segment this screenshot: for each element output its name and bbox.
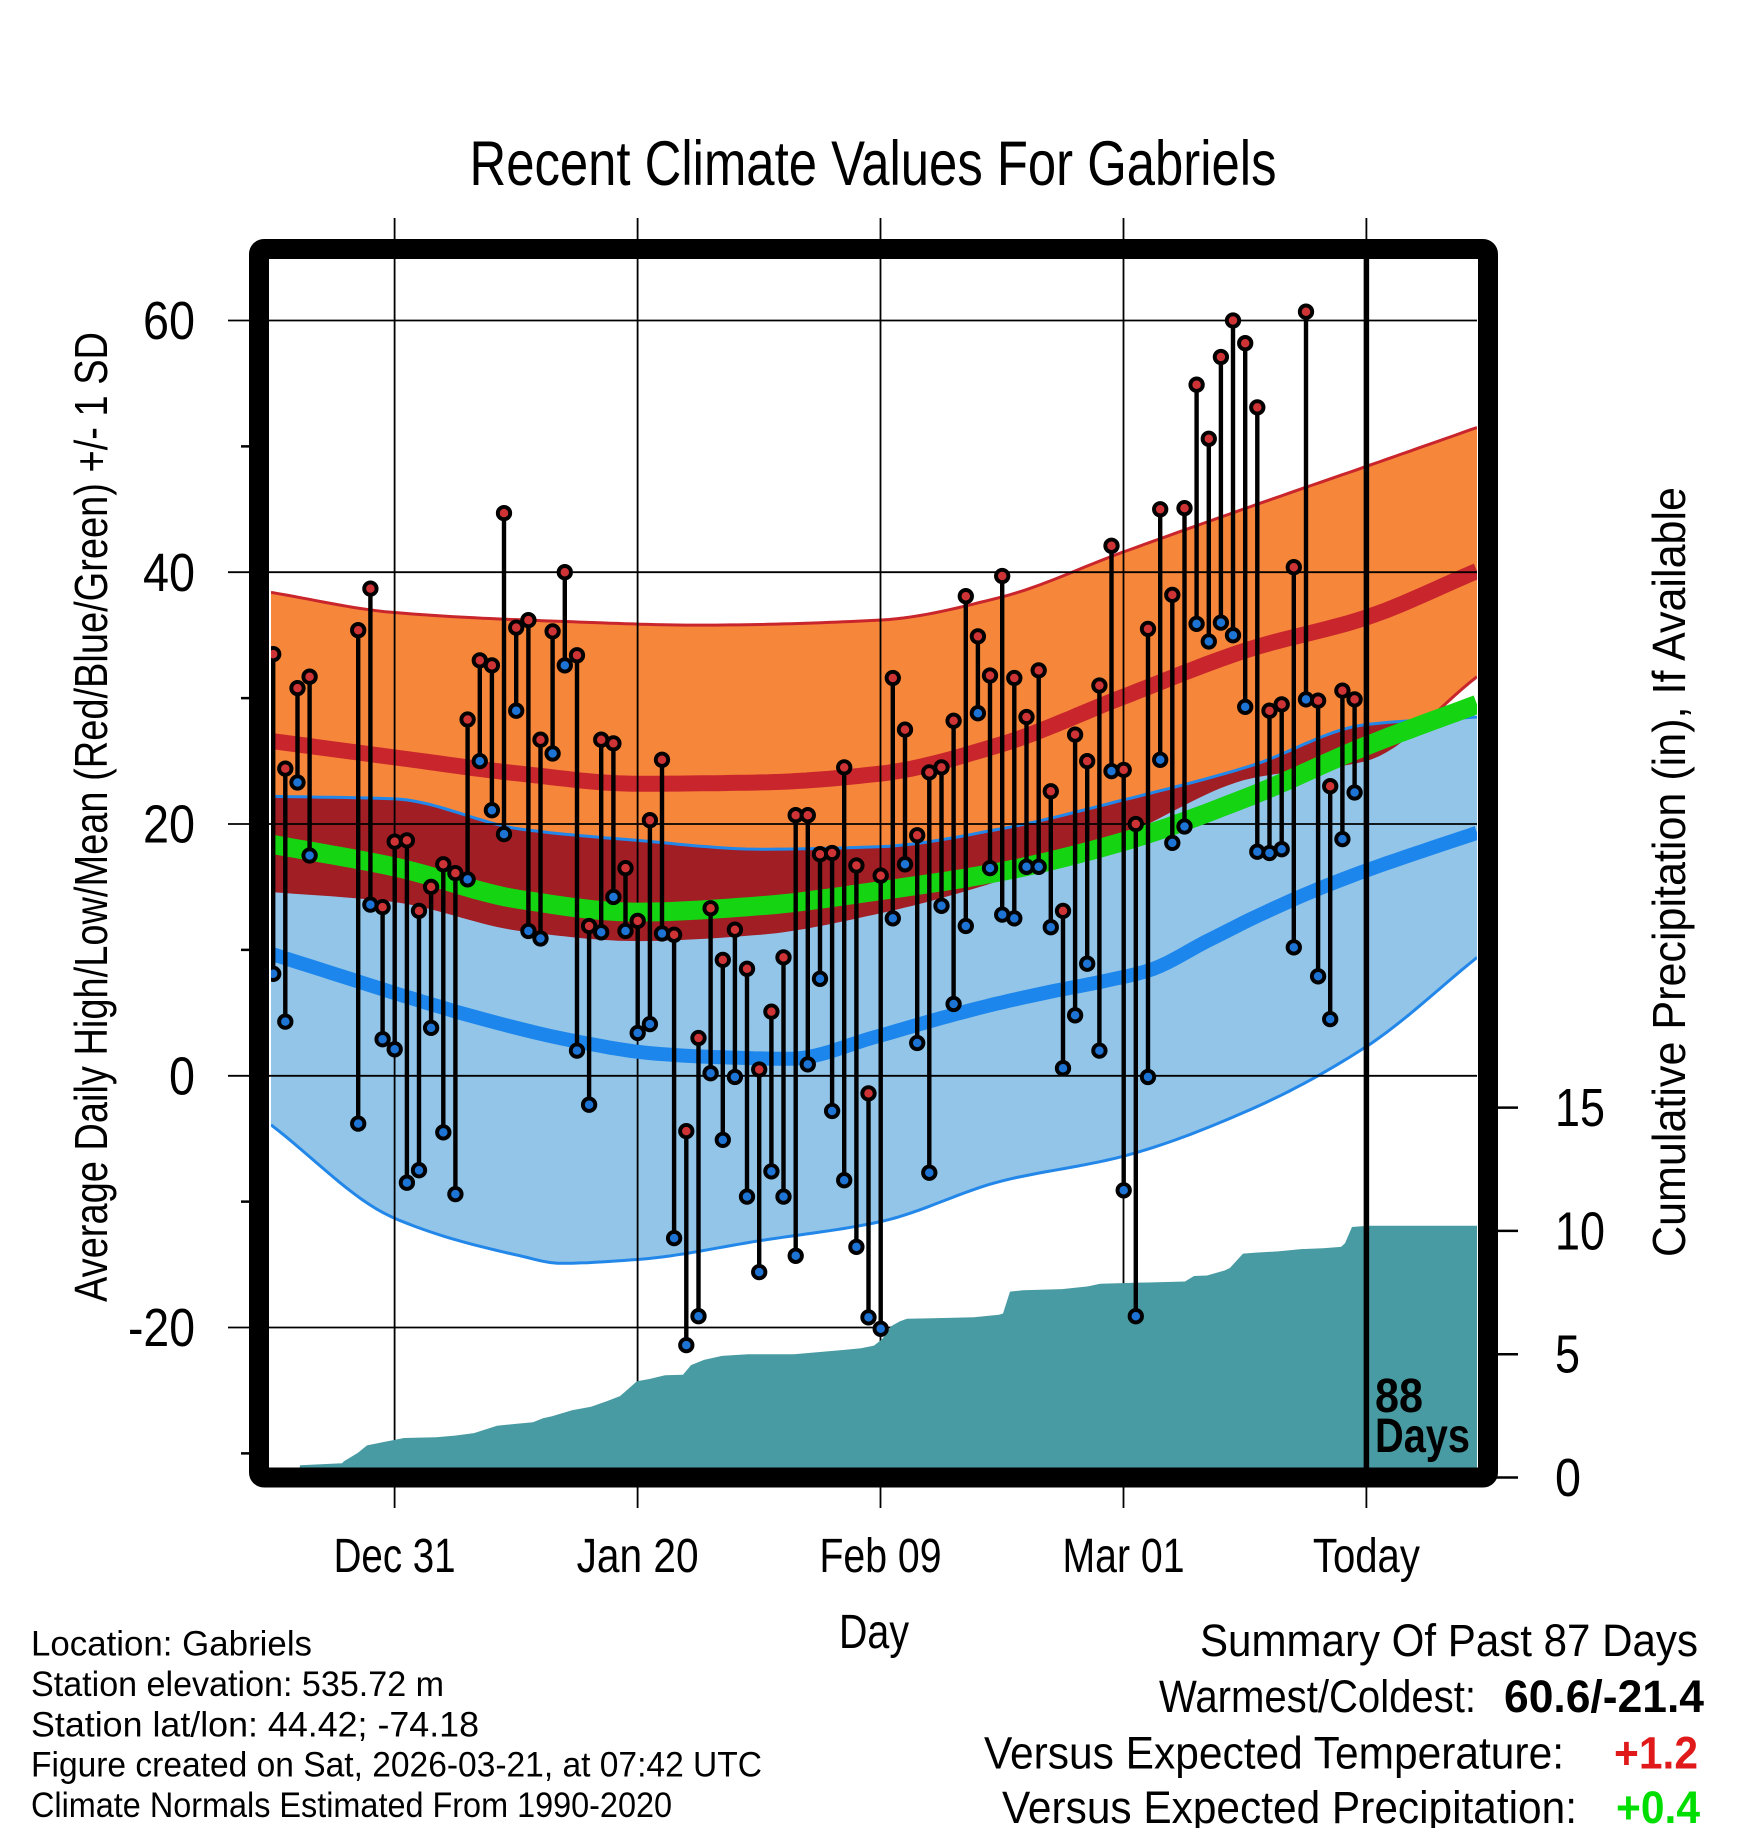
svg-text:0: 0 bbox=[169, 1046, 195, 1106]
svg-text:Versus Expected Precipitation:: Versus Expected Precipitation: bbox=[1002, 1782, 1577, 1828]
svg-text:Today: Today bbox=[1313, 1530, 1420, 1583]
svg-text:Average Daily High/Low/Mean (R: Average Daily High/Low/Mean (Red/Blue/Gr… bbox=[65, 332, 117, 1302]
svg-text:Day: Day bbox=[839, 1606, 909, 1659]
svg-text:Versus Expected Temperature:: Versus Expected Temperature: bbox=[984, 1728, 1564, 1779]
svg-text:Summary Of Past 87 Days: Summary Of Past 87 Days bbox=[1200, 1615, 1698, 1666]
svg-text:0: 0 bbox=[1555, 1448, 1581, 1508]
svg-text:Recent Climate Values For Gabr: Recent Climate Values For Gabriels bbox=[470, 129, 1277, 199]
svg-text:+1.2: +1.2 bbox=[1614, 1728, 1698, 1779]
svg-text:-20: -20 bbox=[128, 1298, 195, 1358]
svg-text:88: 88 bbox=[1375, 1370, 1423, 1423]
svg-text:Station lat/lon: 44.42; -74.18: Station lat/lon: 44.42; -74.18 bbox=[31, 1704, 479, 1744]
svg-text:Mar 01: Mar 01 bbox=[1063, 1530, 1185, 1583]
svg-text:+0.4: +0.4 bbox=[1616, 1782, 1700, 1828]
svg-text:Feb 09: Feb 09 bbox=[820, 1530, 942, 1583]
svg-text:Days: Days bbox=[1375, 1410, 1470, 1463]
svg-text:40: 40 bbox=[143, 543, 195, 603]
svg-text:Climate Normals Estimated From: Climate Normals Estimated From 1990-2020 bbox=[31, 1785, 672, 1825]
svg-text:Warmest/Coldest:: Warmest/Coldest: bbox=[1159, 1671, 1476, 1722]
svg-text:Station elevation: 535.72 m: Station elevation: 535.72 m bbox=[31, 1664, 444, 1704]
svg-text:Dec 31: Dec 31 bbox=[334, 1530, 456, 1583]
svg-text:5: 5 bbox=[1555, 1325, 1580, 1385]
svg-text:20: 20 bbox=[143, 795, 195, 855]
svg-text:10: 10 bbox=[1555, 1201, 1605, 1261]
svg-text:Cumulative Precipitation (in),: Cumulative Precipitation (in), If Availa… bbox=[1643, 487, 1695, 1257]
svg-text:60: 60 bbox=[143, 291, 195, 351]
svg-text:Jan 20: Jan 20 bbox=[577, 1530, 699, 1583]
svg-text:15: 15 bbox=[1555, 1078, 1605, 1138]
svg-text:60.6/-21.4: 60.6/-21.4 bbox=[1504, 1671, 1704, 1722]
svg-text:Figure created on Sat, 2026-03: Figure created on Sat, 2026-03-21, at 07… bbox=[31, 1745, 762, 1785]
svg-text:Location: Gabriels: Location: Gabriels bbox=[31, 1624, 312, 1664]
